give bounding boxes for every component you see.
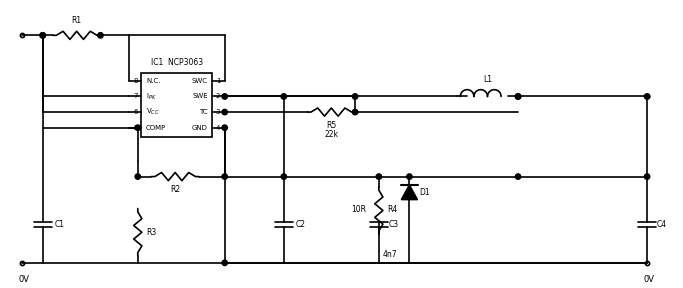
Text: 0V: 0V — [19, 275, 30, 284]
Circle shape — [516, 174, 520, 179]
Text: 4n7: 4n7 — [382, 250, 397, 259]
Circle shape — [222, 260, 227, 266]
Text: R3: R3 — [146, 228, 156, 237]
Text: 7: 7 — [133, 93, 138, 99]
Text: V$_{CC}$: V$_{CC}$ — [146, 107, 160, 117]
Text: 22k: 22k — [324, 130, 338, 139]
Text: 6: 6 — [133, 109, 138, 115]
Text: 0V: 0V — [643, 275, 655, 284]
Text: COMP: COMP — [146, 125, 166, 131]
Circle shape — [98, 33, 103, 38]
Text: IC1  NCP3063: IC1 NCP3063 — [151, 58, 203, 67]
Circle shape — [376, 174, 382, 179]
Text: R5: R5 — [326, 121, 337, 130]
Circle shape — [516, 94, 520, 99]
FancyBboxPatch shape — [141, 73, 212, 137]
Circle shape — [40, 33, 46, 38]
Circle shape — [222, 109, 227, 115]
Text: SWC: SWC — [192, 78, 208, 84]
Text: 4: 4 — [216, 125, 220, 131]
Text: C4: C4 — [656, 220, 667, 229]
Circle shape — [281, 174, 286, 179]
Circle shape — [644, 174, 650, 179]
Text: 8: 8 — [133, 78, 138, 84]
Circle shape — [135, 125, 141, 130]
Text: C3: C3 — [389, 220, 399, 229]
Text: L1: L1 — [483, 75, 492, 84]
Circle shape — [222, 125, 227, 130]
Circle shape — [516, 94, 520, 99]
Circle shape — [135, 174, 141, 179]
Text: 3: 3 — [216, 109, 221, 115]
Polygon shape — [401, 185, 417, 200]
Text: I$_{PK}$: I$_{PK}$ — [146, 91, 156, 102]
Circle shape — [222, 94, 227, 99]
Text: R4: R4 — [387, 205, 398, 214]
Text: R2: R2 — [170, 185, 180, 194]
Text: 10R: 10R — [352, 205, 367, 214]
Text: 1: 1 — [216, 78, 221, 84]
Circle shape — [644, 94, 650, 99]
Text: R1: R1 — [72, 16, 82, 25]
Text: SWE: SWE — [192, 93, 208, 99]
Circle shape — [352, 94, 358, 99]
Text: GND: GND — [192, 125, 208, 131]
Circle shape — [406, 174, 412, 179]
Text: 2: 2 — [216, 93, 220, 99]
Text: 5: 5 — [133, 125, 138, 131]
Text: D1: D1 — [419, 188, 430, 197]
Text: N.C.: N.C. — [146, 78, 161, 84]
Circle shape — [222, 174, 227, 179]
Text: C1: C1 — [55, 220, 65, 229]
Text: TC: TC — [199, 109, 208, 115]
Circle shape — [40, 33, 46, 38]
Circle shape — [281, 94, 286, 99]
Circle shape — [352, 109, 358, 115]
Text: C2: C2 — [296, 220, 306, 229]
